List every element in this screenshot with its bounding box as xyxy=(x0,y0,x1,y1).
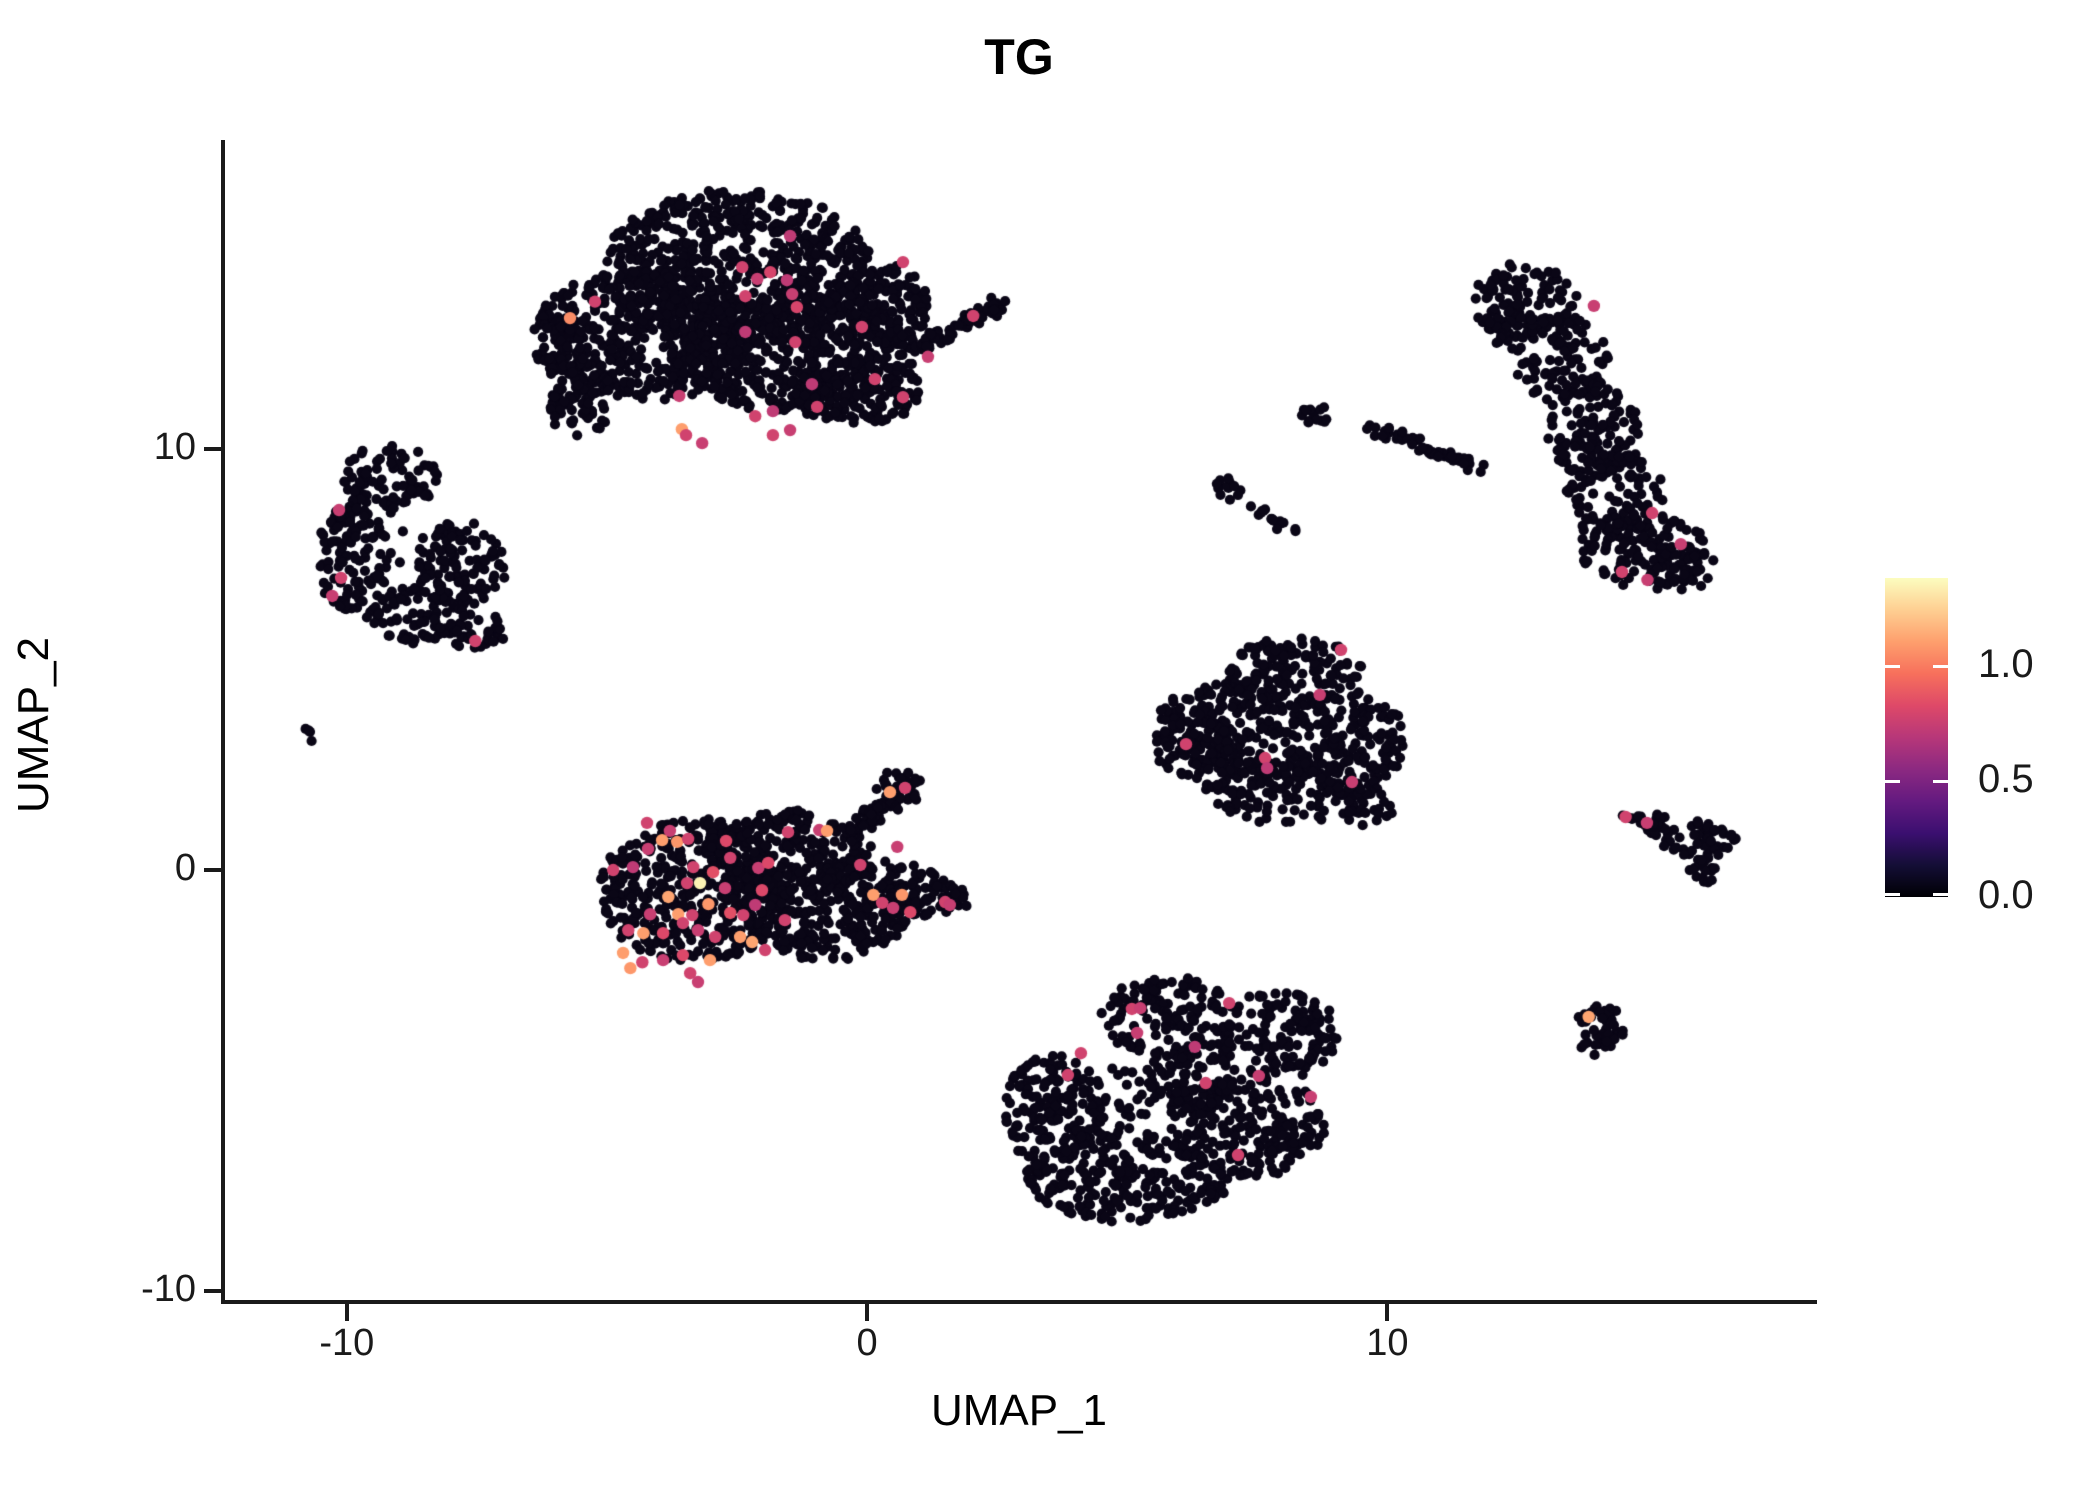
colorbar-tick xyxy=(1885,893,1900,896)
plot-title: TG xyxy=(984,29,1054,85)
colorbar-tick xyxy=(1933,780,1948,784)
x-axis-tick-label: -10 xyxy=(319,1322,375,1364)
y-axis-tick xyxy=(204,447,221,452)
colorbar-tick-label: 0.0 xyxy=(1978,873,2034,917)
y-axis-tick xyxy=(204,868,221,873)
plot-area xyxy=(221,140,1817,1304)
y-axis-tick xyxy=(204,1289,221,1294)
colorbar-tick xyxy=(1933,664,1948,668)
y-axis-tick-label: 0 xyxy=(174,847,196,890)
colorbar-tick-label: 0.5 xyxy=(1978,757,2034,802)
colorbar-tick xyxy=(1933,893,1948,896)
x-axis-tick-label: 10 xyxy=(1366,1322,1409,1364)
x-axis-tick xyxy=(1385,1304,1390,1321)
colorbar xyxy=(1885,578,1948,897)
colorbar-tick-label: 1.0 xyxy=(1978,641,2034,686)
y-axis-tick-label: -10 xyxy=(141,1268,196,1311)
x-axis-tick-label: 0 xyxy=(856,1322,878,1364)
x-axis-tick xyxy=(865,1304,870,1321)
y-axis-label: UMAP_2 xyxy=(9,636,58,814)
x-axis-tick xyxy=(344,1304,349,1321)
y-axis-tick-label: 10 xyxy=(153,426,196,469)
x-axis-label: UMAP_1 xyxy=(930,1386,1108,1435)
colorbar-tick xyxy=(1885,780,1900,784)
colorbar-tick xyxy=(1885,664,1900,668)
